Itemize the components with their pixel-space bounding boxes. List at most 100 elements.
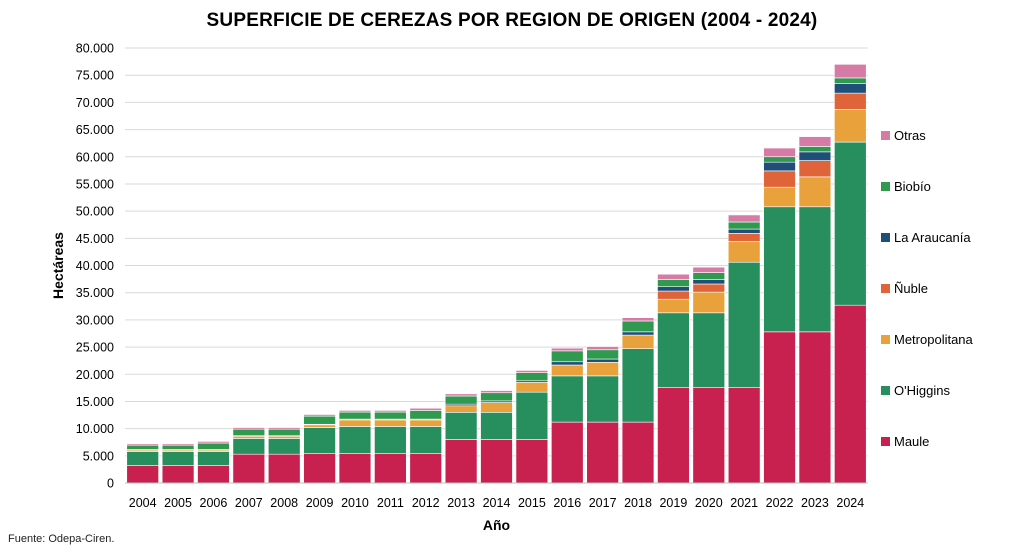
- y-tick-label: 10.000: [76, 422, 114, 436]
- bar-segment: [692, 283, 726, 293]
- bar-stack-2018: [621, 317, 655, 484]
- bar-segment: [798, 331, 832, 484]
- bar-segment: [834, 77, 867, 84]
- bar-segment: [798, 136, 832, 147]
- bar-segment: [303, 424, 336, 428]
- y-axis-ticks: 0 5.000 10.000 15.000 20.000 25.000 30.000 35.0…: [76, 42, 114, 491]
- legend-label: Ñuble: [894, 281, 928, 296]
- bar-segment: [444, 439, 478, 484]
- legend-label: Metropolitana: [894, 332, 974, 347]
- bar-segment: [232, 427, 266, 430]
- bar-segment: [515, 391, 549, 440]
- bar-stack-2020: [692, 266, 726, 484]
- bar-segment: [727, 228, 761, 234]
- y-tick-label: 15.000: [76, 395, 114, 409]
- legend-swatch: [881, 233, 890, 242]
- bar-segment: [303, 427, 336, 454]
- bar-segment: [798, 151, 832, 161]
- bar-segment: [551, 350, 584, 363]
- bar-segment: [267, 435, 301, 439]
- bar-segment: [444, 412, 478, 440]
- bar-segment: [798, 146, 832, 153]
- bar-segment: [692, 386, 726, 484]
- y-tick-label: 50.000: [76, 205, 114, 219]
- bar-segment: [621, 334, 655, 349]
- bar-segment: [551, 364, 584, 377]
- bar-segment: [161, 451, 195, 466]
- bar-segment: [657, 386, 690, 484]
- y-tick-label: 70.000: [76, 96, 114, 110]
- bar-segment: [834, 92, 867, 110]
- bar-stack-2014: [480, 390, 513, 484]
- bar-segment: [798, 206, 832, 333]
- y-tick-label: 55.000: [76, 177, 114, 191]
- bar-segment: [480, 392, 513, 402]
- bar-stack-2019: [657, 273, 690, 484]
- x-tick-label: 2013: [447, 496, 475, 510]
- gridlines: [125, 47, 868, 457]
- bar-segment: [267, 453, 301, 484]
- y-axis-title: Hectáreas: [50, 232, 66, 299]
- bar-segment: [763, 147, 796, 158]
- bar-segment: [763, 186, 796, 208]
- x-tick-label: 2004: [129, 496, 157, 510]
- legend-swatch: [881, 284, 890, 293]
- bar-segment: [480, 412, 513, 440]
- y-tick-label: 20.000: [76, 368, 114, 382]
- bar-segment: [480, 439, 513, 484]
- bar-segment: [798, 160, 832, 178]
- bar-stack-2024: [834, 64, 867, 484]
- bar-segment: [834, 141, 867, 306]
- x-tick-label: 2010: [341, 496, 369, 510]
- bar-segment: [727, 233, 761, 242]
- bar-segment: [586, 346, 619, 351]
- bar-segment: [586, 361, 619, 377]
- bar-segment: [409, 426, 442, 454]
- x-tick-label: 2006: [200, 496, 228, 510]
- bar-segment: [763, 206, 796, 333]
- legend-item: Ñuble: [881, 281, 928, 296]
- bar-segment: [551, 421, 584, 484]
- bar-segment: [444, 393, 478, 397]
- bar-segment: [374, 410, 407, 413]
- bar-stack-2005: [161, 443, 195, 484]
- bar-segment: [515, 370, 549, 373]
- bar-segment: [657, 273, 690, 280]
- legend-label: Maule: [894, 434, 929, 449]
- legend-label: O'Higgins: [894, 383, 950, 398]
- bar-segment: [657, 298, 690, 314]
- bar-segment: [480, 402, 513, 413]
- bar-segment: [727, 221, 761, 230]
- bar-segment: [197, 442, 230, 450]
- bar-segment: [657, 286, 690, 292]
- bar-segment: [621, 317, 655, 322]
- bar-segment: [126, 443, 159, 446]
- legend-swatch: [881, 335, 890, 344]
- legend-item: Biobío: [881, 179, 931, 194]
- bar-segment: [303, 453, 336, 484]
- y-tick-label: 80.000: [76, 42, 114, 56]
- bar-segment: [232, 428, 266, 436]
- legend-item: Otras: [881, 128, 926, 143]
- bar-segment: [374, 453, 407, 484]
- bar-stack-2017: [586, 346, 619, 484]
- bar-segment: [551, 375, 584, 423]
- bar-segment: [374, 419, 407, 427]
- bar-segment: [551, 361, 584, 366]
- bar-segment: [197, 441, 230, 444]
- legend-swatch: [881, 182, 890, 191]
- bar-segment: [763, 331, 796, 484]
- bar-segment: [692, 312, 726, 388]
- source-note: Fuente: Odepa-Ciren.: [8, 533, 115, 545]
- bar-stack-2011: [374, 410, 407, 484]
- bar-stack-2016: [551, 347, 584, 484]
- x-tick-label: 2016: [553, 496, 581, 510]
- bar-segment: [197, 451, 230, 466]
- y-tick-label: 5.000: [83, 449, 114, 463]
- legend-item: La Araucanía: [881, 230, 971, 245]
- bar-segment: [515, 439, 549, 484]
- bar-stack-2015: [515, 370, 549, 484]
- legend-label: La Araucanía: [894, 230, 971, 245]
- bar-segment: [338, 410, 372, 413]
